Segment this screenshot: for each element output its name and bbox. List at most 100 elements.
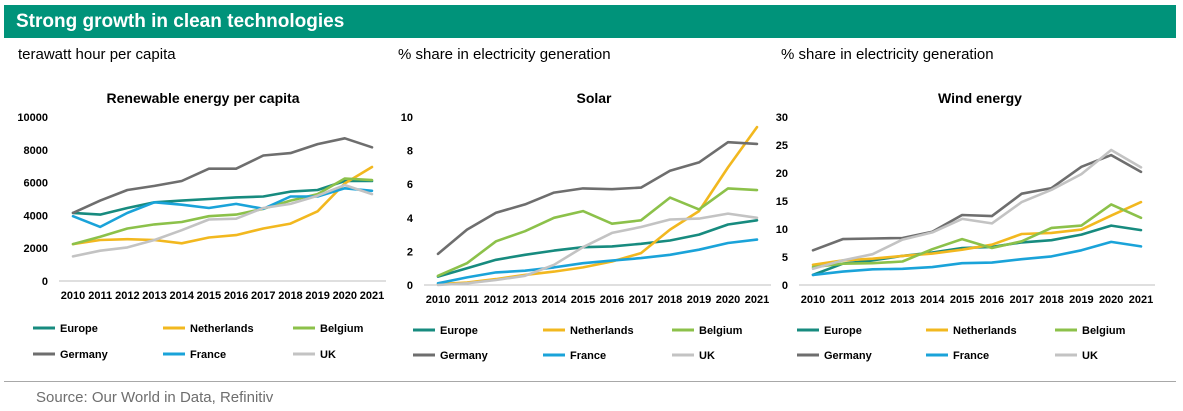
chart3-series-belgium [811,203,1143,269]
chart1-series-germany [71,137,374,215]
chart3-series-europe [811,224,1143,277]
chart2-xtick-label: 2019 [687,294,711,306]
chart2-ytick-label: 4 [407,213,414,225]
chart1-legend-label-netherlands: Netherlands [190,323,254,335]
chart3-ytick-label: 25 [776,140,788,152]
chart3-ytick-label: 10 [776,224,788,236]
chart3-series-netherlands [811,200,1143,267]
chart1-series-belgium [71,177,374,246]
chart2-legend-label-germany: Germany [440,350,489,362]
chart1-legend-label-germany: Germany [60,349,109,361]
chart2-legend-label-belgium: Belgium [699,325,743,337]
chart2-series-france [436,238,759,285]
chart2-ytick-label: 8 [407,146,413,158]
chart1-xtick-label: 2016 [224,290,248,302]
chart3-xtick-label: 2016 [980,294,1004,306]
chart3-ytick-label: 20 [776,168,788,180]
chart3-series-france [811,240,1143,277]
chart3-xtick-label: 2013 [890,294,914,306]
chart3-legend-label-belgium: Belgium [1082,325,1126,337]
chart3-xtick-label: 2019 [1069,294,1093,306]
chart2-xtick-label: 2020 [716,294,740,306]
subtitle-renewable: terawatt hour per capita [18,46,176,63]
chart2-ytick-label: 2 [407,246,413,258]
chart1-ytick-label: 4000 [24,210,48,222]
chart1-ytick-label: 6000 [24,178,48,190]
chart2-legend-label-europe: Europe [440,325,478,337]
chart3-legend-label-europe: Europe [824,325,862,337]
chart3-ytick-label: 5 [782,252,788,264]
chart1-ytick-label: 10000 [17,112,48,124]
chart1-series-europe [71,179,374,216]
chart2-xtick-label: 2012 [484,294,508,306]
chart2-title: Solar [576,90,612,106]
chart1-xtick-label: 2013 [142,290,166,302]
chart3-legend-label-uk: UK [1082,350,1098,362]
chart3-xtick-label: 2021 [1129,294,1153,306]
chart2-xtick-label: 2018 [658,294,682,306]
chart3-series-uk [811,148,1143,271]
chart1-series-uk [71,183,374,258]
chart2-legend-label-netherlands: Netherlands [570,325,634,337]
chart3-xtick-label: 2012 [860,294,884,306]
chart2-ytick-label: 10 [401,112,413,124]
footer-divider [4,381,1176,382]
chart1-ytick-label: 0 [42,276,48,288]
chart1-legend-label-europe: Europe [60,323,98,335]
chart1-legend-label-belgium: Belgium [320,323,364,335]
source-note: Source: Our World in Data, Refinitiv [36,389,274,406]
chart1-xtick-label: 2015 [197,290,221,302]
chart2-legend-label-france: France [570,350,606,362]
chart3-xtick-label: 2015 [950,294,974,306]
chart1-xtick-label: 2014 [169,290,194,302]
chart1-ytick-label: 2000 [24,243,48,255]
chart2-series-europe [436,219,759,278]
chart3-ytick-label: 30 [776,112,788,124]
subtitle-wind: % share in electricity generation [781,46,994,63]
chart1-series-netherlands [71,165,374,246]
chart3-xtick-label: 2017 [1009,294,1033,306]
chart1-legend-label-uk: UK [320,349,336,361]
chart3-title: Wind energy [938,90,1022,106]
chart2-series-uk [436,212,759,287]
chart2-xtick-label: 2014 [542,294,567,306]
subtitle-solar: % share in electricity generation [398,46,611,63]
chart3-ytick-label: 15 [776,196,788,208]
chart2-xtick-label: 2016 [600,294,624,306]
chart3-legend-label-france: France [953,350,989,362]
chart2-series-belgium [436,187,759,278]
chart1-xtick-label: 2020 [333,290,357,302]
chart2-series-germany [436,140,759,256]
banner-title: Strong growth in clean technologies [16,11,345,32]
chart1-xtick-label: 2011 [88,290,112,302]
header-banner: Strong growth in clean technologies [4,5,1176,38]
chart1-xtick-label: 2017 [251,290,275,302]
chart3-legend-label-netherlands: Netherlands [953,325,1017,337]
chart1-xtick-label: 2021 [360,290,384,302]
chart3-series-germany [811,153,1143,252]
chart3-xtick-label: 2011 [831,294,855,306]
chart1-xtick-label: 2018 [278,290,302,302]
chart2-xtick-label: 2017 [629,294,653,306]
chart2-xtick-label: 2021 [745,294,769,306]
chart2-xtick-label: 2010 [426,294,450,306]
chart2-xtick-label: 2011 [455,294,479,306]
chart3-xtick-label: 2018 [1039,294,1063,306]
chart2-xtick-label: 2013 [513,294,537,306]
chart1-xtick-label: 2019 [305,290,329,302]
chart1-ytick-label: 8000 [24,145,48,157]
chart3-xtick-label: 2010 [801,294,825,306]
chart2-ytick-label: 0 [407,280,413,292]
chart1-title: Renewable energy per capita [107,90,300,106]
chart1-xtick-label: 2010 [61,290,85,302]
chart2-legend-label-uk: UK [699,350,715,362]
chart3-legend-label-germany: Germany [824,350,873,362]
chart1-xtick-label: 2012 [115,290,139,302]
chart3-xtick-label: 2014 [920,294,945,306]
chart2-xtick-label: 2015 [571,294,595,306]
chart1-legend-label-france: France [190,349,226,361]
chart3-xtick-label: 2020 [1099,294,1123,306]
chart2-ytick-label: 6 [407,179,413,191]
chart3-ytick-label: 0 [782,280,788,292]
